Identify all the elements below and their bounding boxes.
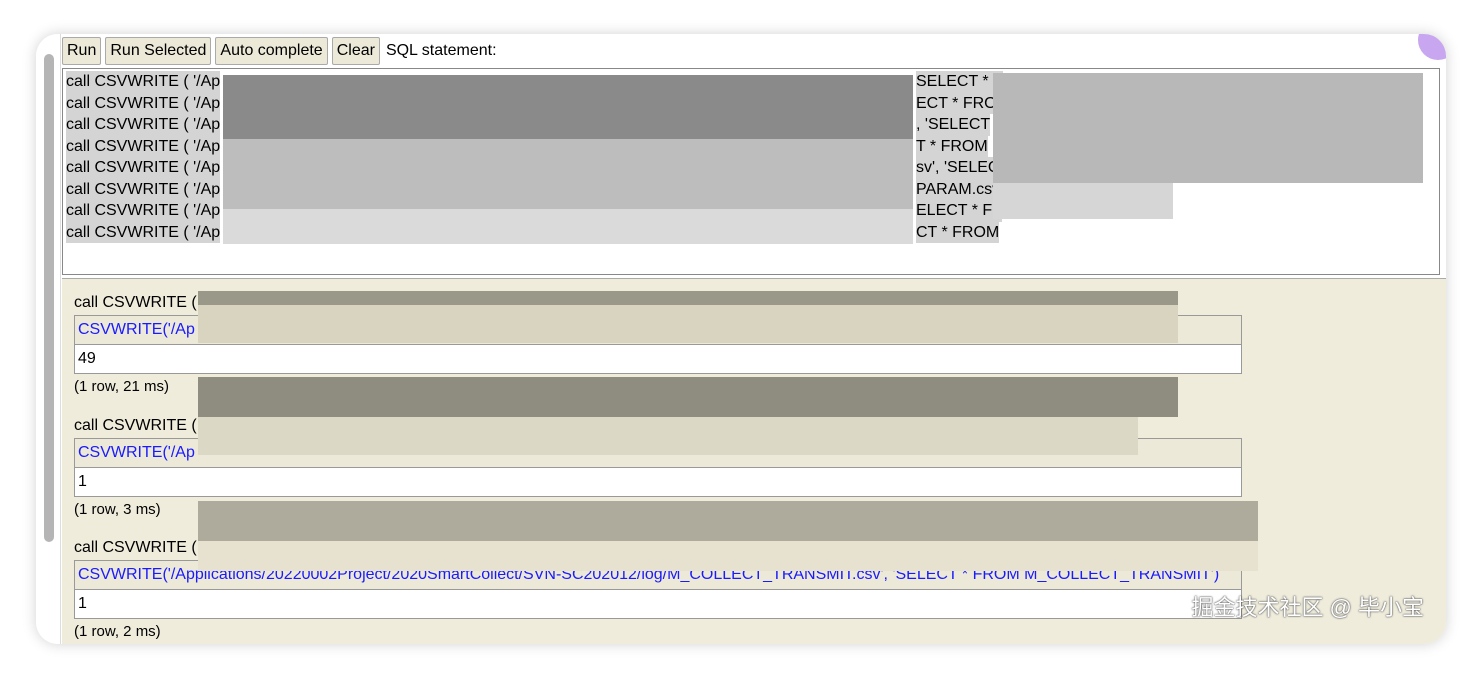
result-cell: 1 xyxy=(75,467,1241,496)
sql-line-tail: , 'SELECT xyxy=(916,114,991,136)
redaction-mosaic xyxy=(993,183,1173,219)
result-statement: call CSVWRITE ( xyxy=(74,539,197,556)
redaction-mosaic xyxy=(198,291,1178,305)
run-button[interactable]: Run xyxy=(62,37,102,65)
redaction-mosaic xyxy=(198,377,1178,417)
redaction-mosaic xyxy=(223,139,913,209)
sql-line: call CSVWRITE ( '/Ap xyxy=(66,92,221,114)
sql-line: call CSVWRITE ( '/Ap xyxy=(66,178,221,200)
watermark: 掘金技术社区 @ 毕小宝 xyxy=(1191,595,1424,620)
redaction-mosaic xyxy=(198,417,1138,455)
result-statement: call CSVWRITE ( xyxy=(74,416,197,434)
sql-line: call CSVWRITE ( '/Ap xyxy=(66,71,221,93)
result-info: (1 row, 3 ms) xyxy=(74,500,161,518)
h2-console-window: Run Run Selected Auto complete Clear SQL… xyxy=(36,34,1446,644)
run-selected-button[interactable]: Run Selected xyxy=(105,37,212,65)
result-cell: 49 xyxy=(75,345,1241,373)
sql-line-tail: ELECT * FF xyxy=(916,200,1002,222)
result-cell: 1 xyxy=(75,590,1241,618)
sql-line-tail: PARAM.csv xyxy=(916,178,1001,200)
auto-complete-button[interactable]: Auto complete xyxy=(215,37,328,65)
sql-line-tail: SELECT * F xyxy=(916,71,1003,93)
sql-line: call CSVWRITE ( '/Ap xyxy=(66,135,221,157)
results-panel: call CSVWRITE ( CSVWRITE('/Ap 49 (1 row,… xyxy=(62,278,1446,644)
avatar xyxy=(1418,34,1446,60)
clear-button[interactable]: Clear xyxy=(331,37,380,65)
sql-line: call CSVWRITE ( '/Ap xyxy=(66,114,221,136)
result-info: (1 row, 2 ms) xyxy=(74,623,161,640)
sql-statement-label: SQL statement: xyxy=(385,42,497,59)
sql-line-tail: T * FROM xyxy=(916,135,988,157)
sql-line: call CSVWRITE ( '/Ap xyxy=(66,221,221,243)
redaction-mosaic xyxy=(198,541,1258,571)
sql-line-tail: sv', 'SELEC xyxy=(916,157,1000,179)
result-statement: call CSVWRITE ( xyxy=(74,294,197,311)
sql-editor[interactable]: call CSVWRITE ( '/Ap SELECT * F call CSVWR… xyxy=(62,68,1440,275)
sql-line-tail: CT * FROM xyxy=(916,221,1000,243)
redaction-mosaic xyxy=(223,209,913,244)
result-info: (1 row, 21 ms) xyxy=(74,378,170,395)
scrollbar[interactable] xyxy=(44,54,54,542)
redaction-mosaic xyxy=(198,305,1178,343)
redaction-mosaic xyxy=(993,73,1423,183)
sql-line: call CSVWRITE ( '/Ap xyxy=(66,157,221,179)
left-panel xyxy=(36,34,61,644)
redaction-mosaic xyxy=(198,501,1258,541)
sql-line: call CSVWRITE ( '/Ap xyxy=(66,200,221,222)
sql-line-tail: ECT * FRO xyxy=(916,92,997,114)
redaction-mosaic xyxy=(223,75,913,139)
toolbar: Run Run Selected Auto complete Clear SQL… xyxy=(62,36,497,66)
